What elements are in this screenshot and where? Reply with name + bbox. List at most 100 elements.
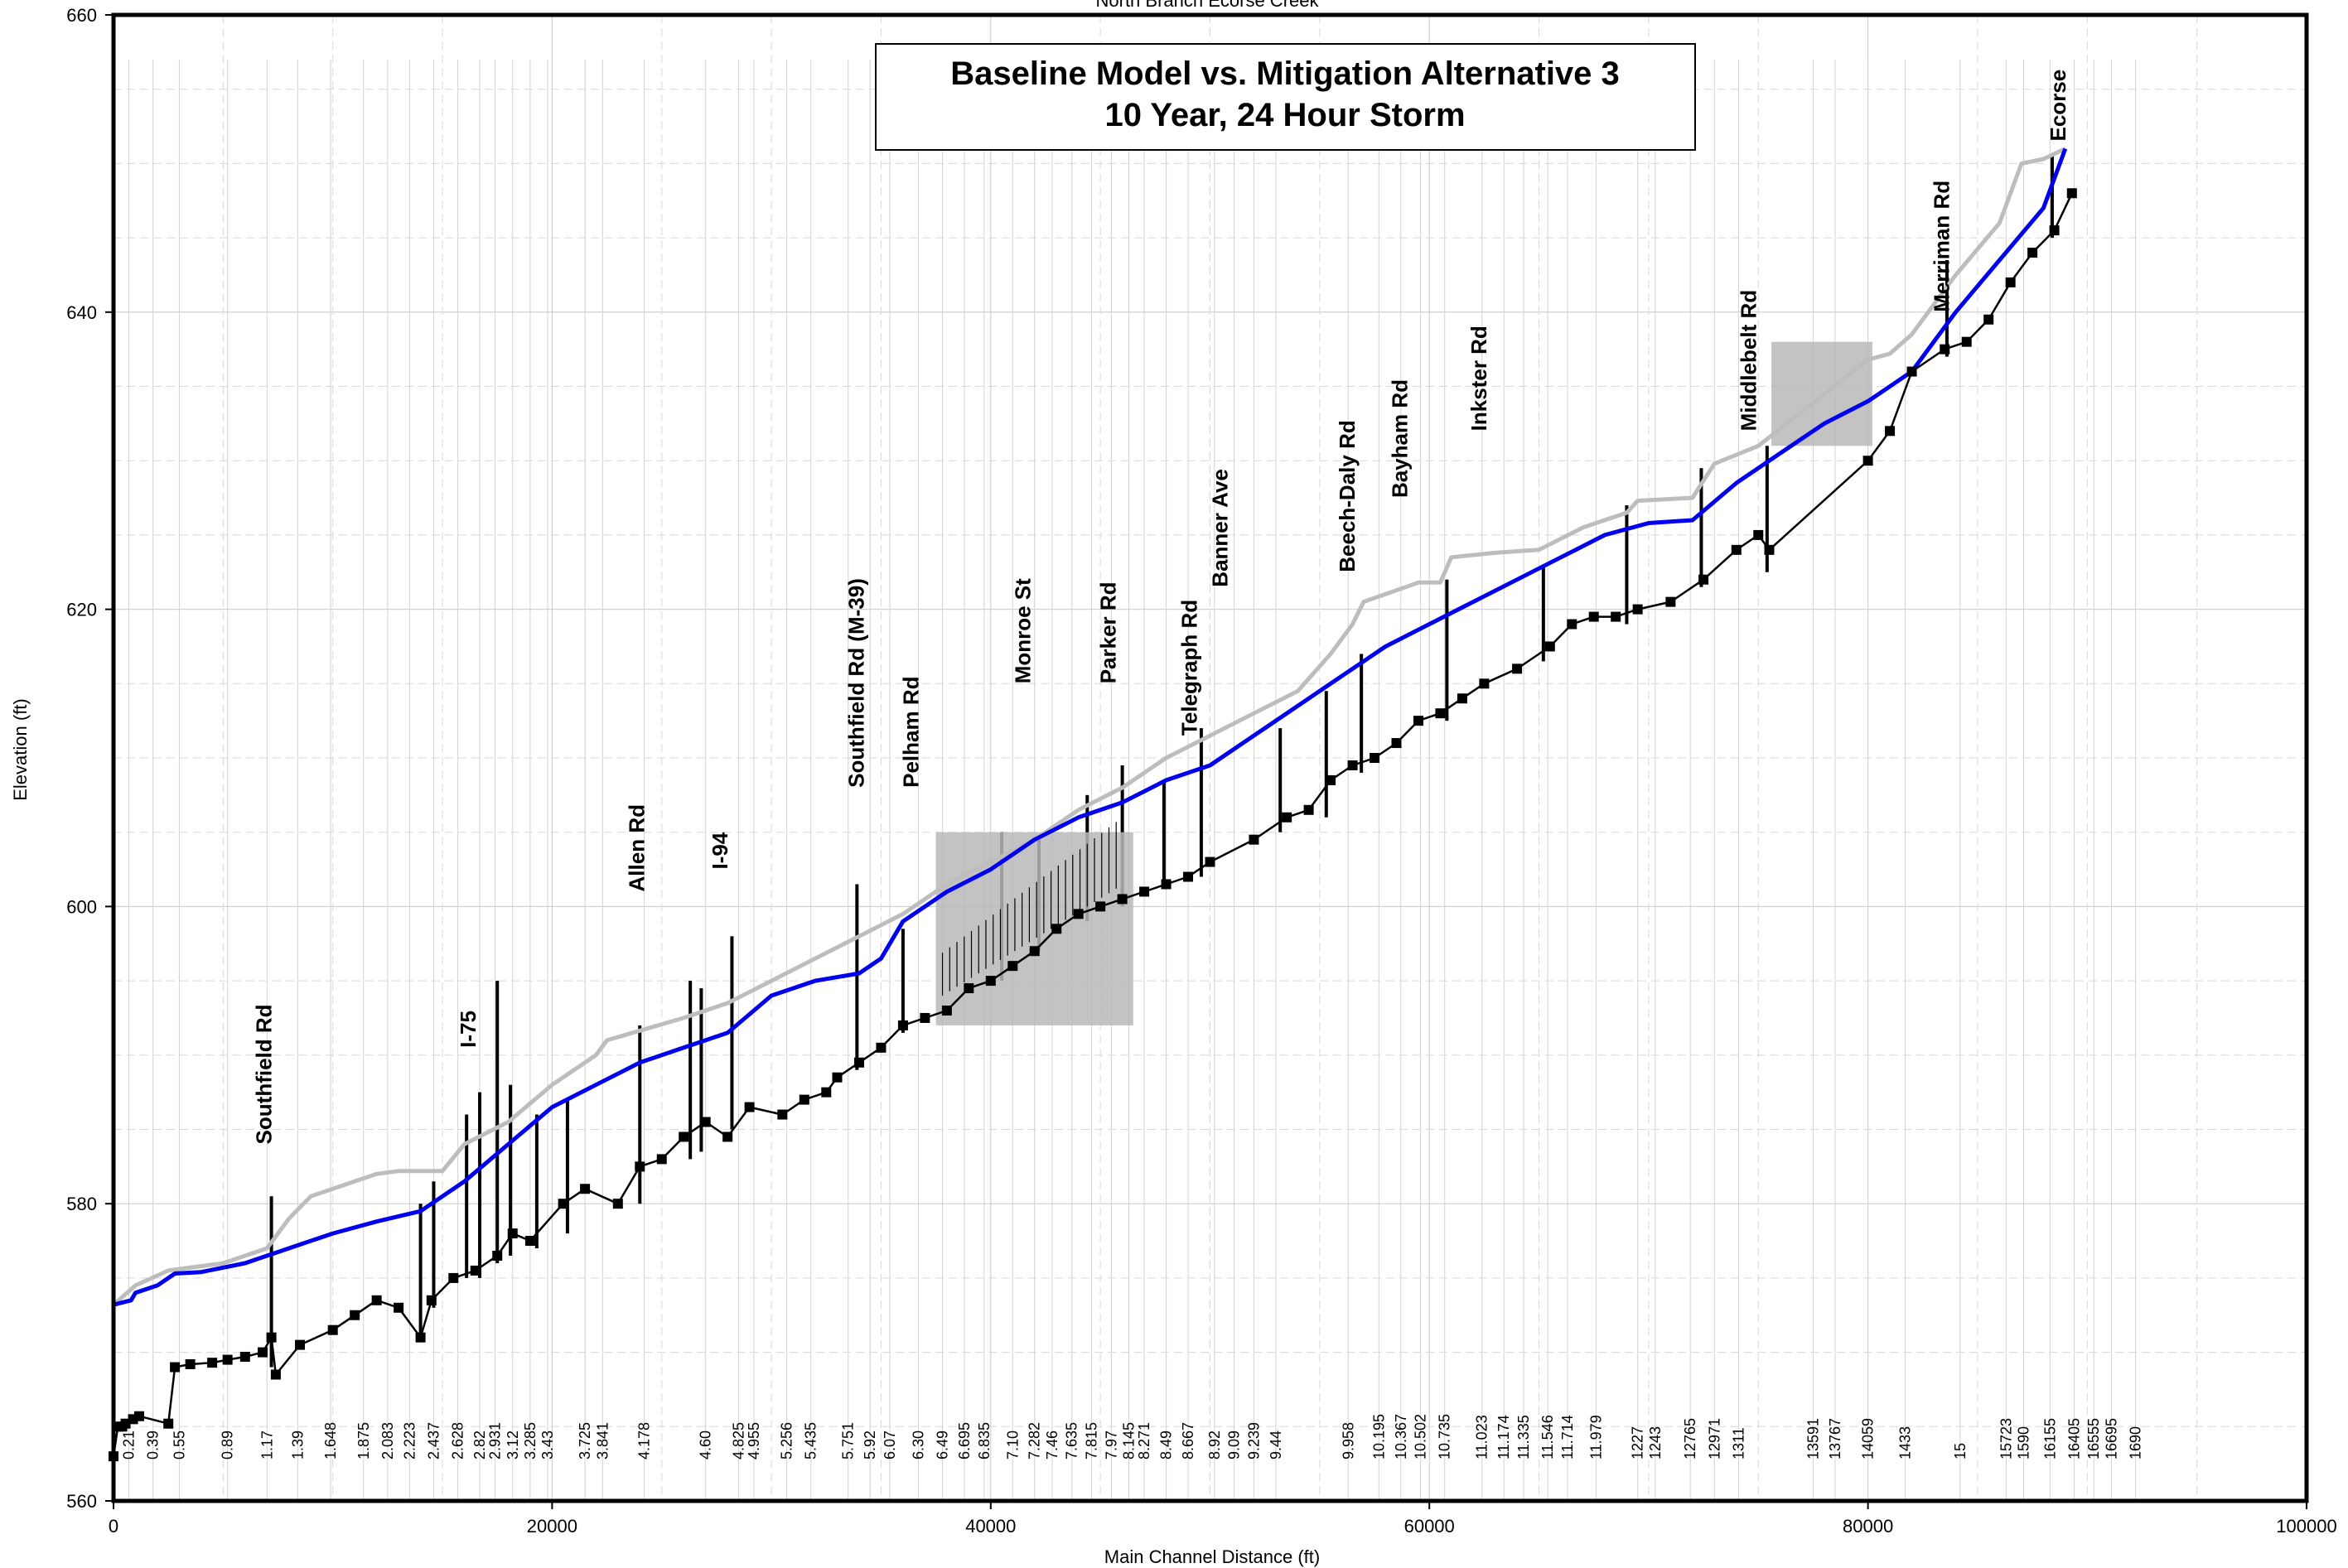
channel-point — [394, 1302, 404, 1313]
station-label: 4.825 — [730, 1422, 746, 1459]
channel-point — [170, 1362, 181, 1373]
channel-point — [1183, 871, 1194, 882]
road-label: Banner Ave — [1208, 469, 1233, 587]
channel-point — [679, 1131, 689, 1142]
station-label: 7.282 — [1027, 1422, 1043, 1459]
station-label: 10.502 — [1413, 1414, 1429, 1459]
station-label: 6.07 — [882, 1430, 898, 1459]
station-label: 1433 — [1897, 1426, 1914, 1459]
station-label: 10.735 — [1437, 1414, 1453, 1459]
channel-point — [1303, 804, 1314, 815]
structure-mark — [509, 1084, 513, 1256]
station-label: 3.12 — [505, 1430, 521, 1459]
station-label: 1.875 — [355, 1422, 372, 1459]
structure-mark — [1360, 654, 1364, 773]
structure-mark — [730, 936, 734, 1130]
station-label: 5.435 — [803, 1422, 819, 1459]
channel-point — [507, 1228, 518, 1239]
channel-point — [2066, 188, 2077, 199]
road-label: Merriman Rd — [1930, 181, 1954, 312]
structure-mark — [269, 1196, 273, 1368]
road-label: Southfield Rd (M-39) — [843, 578, 868, 788]
road-label: Beech-Daly Rd — [1335, 420, 1360, 572]
channel-point — [350, 1310, 360, 1320]
channel-point — [257, 1347, 268, 1358]
channel-point — [524, 1236, 535, 1247]
station-label: 4.955 — [746, 1422, 762, 1459]
channel-point — [1347, 760, 1358, 770]
road-label: Allen Rd — [625, 804, 650, 891]
channel-point — [266, 1332, 277, 1343]
station-label: 11.174 — [1495, 1415, 1512, 1459]
station-label: 10.367 — [1393, 1414, 1409, 1459]
grid — [113, 14, 2307, 1502]
station-label: 3.725 — [577, 1422, 593, 1459]
structure-mark — [432, 1181, 436, 1308]
channel-point — [1326, 774, 1336, 785]
channel-point — [2005, 277, 2016, 287]
station-label: 1311 — [1730, 1427, 1747, 1459]
structure-mark — [534, 1114, 539, 1249]
channel-point — [1940, 344, 1950, 355]
station-label: 10.195 — [1370, 1414, 1387, 1459]
road-label: Telegraph Rd — [1177, 600, 1202, 736]
channel-point — [1753, 529, 1764, 540]
station-label: 14059 — [1860, 1418, 1877, 1459]
channel-point — [558, 1199, 568, 1209]
structure-mark — [1162, 779, 1166, 885]
station-label: 2.628 — [450, 1422, 466, 1459]
channel-point — [744, 1102, 755, 1112]
station-label: 2.083 — [379, 1422, 396, 1459]
alternative-line — [113, 147, 2068, 1307]
structure-mark — [1765, 446, 1769, 572]
plot-frame — [111, 12, 2309, 1503]
station-label: 5.92 — [862, 1430, 878, 1459]
structure-mark — [565, 1099, 569, 1234]
channel-point — [185, 1358, 196, 1369]
x-tick-label: 20000 — [527, 1516, 577, 1537]
y-tick-label: 640 — [66, 302, 97, 323]
channel-point — [580, 1184, 591, 1194]
station-label: 11.546 — [1539, 1415, 1556, 1459]
structure-shading — [935, 832, 1133, 1025]
channel-point — [1161, 879, 1172, 890]
series — [109, 147, 2077, 1462]
structure-mark — [688, 981, 693, 1160]
y-axis-label: Elevation (ft) — [10, 698, 31, 801]
chart-title-line-1: Baseline Model vs. Mitigation Alternativ… — [950, 55, 1620, 92]
y-tick-label: 600 — [66, 896, 97, 917]
station-label: 8.667 — [1180, 1422, 1196, 1459]
channel-point — [133, 1411, 144, 1421]
channel-point — [1665, 596, 1676, 607]
station-label: 4.60 — [698, 1430, 714, 1459]
channel-point — [207, 1358, 218, 1368]
channel-point — [1457, 693, 1467, 704]
station-label: 16405 — [2065, 1418, 2082, 1459]
channel-point — [415, 1332, 426, 1343]
channel-point — [371, 1295, 382, 1305]
channel-point — [920, 1012, 930, 1023]
y-tick-label: 660 — [66, 5, 97, 26]
station-label: 6.835 — [976, 1422, 993, 1459]
channel-point — [635, 1161, 645, 1172]
station-label: 8.145 — [1121, 1422, 1138, 1459]
channel-point — [294, 1339, 305, 1350]
channel-point — [1906, 366, 1917, 377]
station-label: 8.49 — [1158, 1430, 1175, 1459]
channel-point — [1205, 856, 1215, 867]
channel-point — [1073, 909, 1084, 919]
channel-point — [1764, 544, 1775, 555]
station-label: 1227 — [1630, 1426, 1646, 1459]
x-tick-label: 100000 — [2276, 1516, 2336, 1537]
x-tick-label: 0 — [109, 1516, 118, 1537]
station-label: 0.55 — [171, 1430, 187, 1459]
channel-point — [1435, 708, 1446, 719]
channel-point — [1007, 961, 1018, 972]
station-label: 7.635 — [1064, 1422, 1080, 1459]
channel-point — [832, 1072, 843, 1083]
station-label: 11.714 — [1559, 1415, 1576, 1459]
structure-mark — [1199, 728, 1203, 877]
channel-point — [1249, 834, 1259, 845]
channel-point — [799, 1094, 809, 1105]
channel-point — [1512, 663, 1523, 674]
